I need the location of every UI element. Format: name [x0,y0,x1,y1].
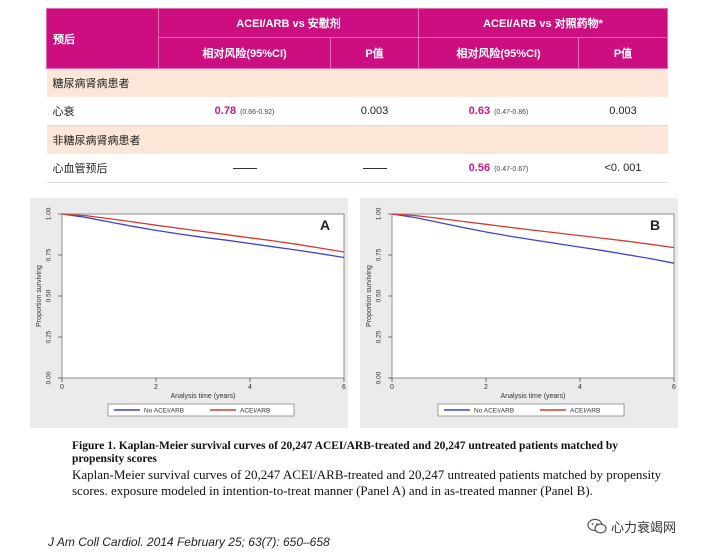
figure-caption: Figure 1. Kaplan-Meier survival curves o… [72,440,672,499]
y-tick-label: 0.25 [376,330,383,343]
x-tick-label: 2 [154,384,158,391]
y-tick-label: 0.00 [376,371,383,384]
series-line [391,213,675,264]
km-chart-b: 0.00 0.25 0.50 0.75 1.00 0 2 4 6 Proportion survi… [366,207,676,417]
watermark: 心力衰竭网 [587,517,676,536]
rr-cell: 0.63 (0.47-0.86) [418,97,579,126]
rr-value: 0.56 [468,162,491,174]
legend-label: ACEI/ARB [240,408,270,415]
table-corner-header: 预后 [46,8,159,69]
legend-box [107,403,295,417]
rr-value: 0.63 [468,105,491,117]
y-tick-label: 0.00 [46,371,53,384]
rr-value: 0.78 [214,105,237,117]
group2-header: ACEI/ARB vs 对照药物* [417,8,669,38]
ci-value: (0.47-0.67) [494,166,529,173]
group2-rr-header: 相对风险(95%CI) [418,37,579,69]
series-line [61,213,345,253]
km-panel-a: 0.00 0.25 0.50 0.75 1.00 0 2 4 6 Proportion survi… [30,198,348,428]
table-row: 心血管预后 0.56 (0.47-0.67) <0. 001 [46,154,668,183]
not-applicable-dash [158,154,331,183]
legend-label: ACEI/ARB [570,408,600,415]
section-title: 糖尿病肾病患者 [46,68,668,97]
group1-rr-header: 相对风险(95%CI) [158,37,331,69]
ci-value: (0.66-0.92) [240,109,275,116]
group1-p-header: P值 [330,37,419,69]
km-chart-a: 0.00 0.25 0.50 0.75 1.00 0 2 4 6 Proportion survi… [36,207,346,417]
legend-label: No ACEI/ARB [474,408,514,415]
y-tick-label: 0.25 [46,330,53,343]
results-table: 预后 ACEI/ARB vs 安慰剂 ACEI/ARB vs 对照药物* 相对风… [46,8,669,183]
plot-area [61,213,345,379]
ci-value: (0.47-0.86) [494,109,529,116]
p-value: <0. 001 [578,154,668,183]
row-label: 心血管预后 [46,154,159,183]
rr-cell: 0.56 (0.47-0.67) [418,154,579,183]
group1-header: ACEI/ARB vs 安慰剂 [158,8,419,38]
y-tick-label: 1.00 [46,207,53,220]
x-axis-label: Analysis time (years) [171,393,236,400]
not-applicable-dash [330,154,419,183]
y-tick-label: 1.00 [376,207,383,220]
panel-label: A [320,217,330,233]
rr-cell: 0.78 (0.66-0.92) [158,97,331,126]
section-row: 非糖尿病肾病患者 [46,125,668,154]
x-tick-label: 4 [248,384,252,391]
km-panel-b: 0.00 0.25 0.50 0.75 1.00 0 2 4 6 Proportion survi… [360,198,678,428]
y-tick-label: 0.50 [46,289,53,302]
section-title: 非糖尿病肾病患者 [46,125,668,154]
p-value: 0.003 [578,97,668,126]
group2-p-header: P值 [577,37,669,69]
series-line [391,213,675,249]
legend-box [437,403,625,417]
table-row: 心衰 0.78 (0.66-0.92) 0.003 0.63 (0.47-0.86)… [46,97,668,126]
y-axis-label: Proportion surviving [36,265,43,327]
p-value: 0.003 [330,97,419,126]
wechat-icon [587,518,607,534]
x-tick-label: 0 [390,384,394,391]
x-tick-label: 0 [60,384,64,391]
caption-title: Figure 1. Kaplan-Meier survival curves o… [72,440,619,465]
row-label: 心衰 [46,97,159,126]
legend-label: No ACEI/ARB [144,408,184,415]
series-line [61,213,345,259]
y-tick-label: 0.75 [46,248,53,261]
y-tick-label: 0.50 [376,289,383,302]
x-tick-label: 2 [484,384,488,391]
y-axis-label: Proportion surviving [366,265,373,327]
x-tick-label: 6 [672,384,676,391]
caption-text: Kaplan-Meier survival curves of 20,247 A… [72,467,662,498]
x-axis-label: Analysis time (years) [501,393,566,400]
x-tick-label: 6 [342,384,346,391]
panel-label: B [650,217,660,233]
x-tick-label: 4 [578,384,582,391]
y-tick-label: 0.75 [376,248,383,261]
plot-area [391,213,675,379]
section-row: 糖尿病肾病患者 [46,68,668,97]
citation: J Am Coll Cardiol. 2014 February 25; 63(… [48,535,330,549]
watermark-text: 心力衰竭网 [611,520,677,535]
